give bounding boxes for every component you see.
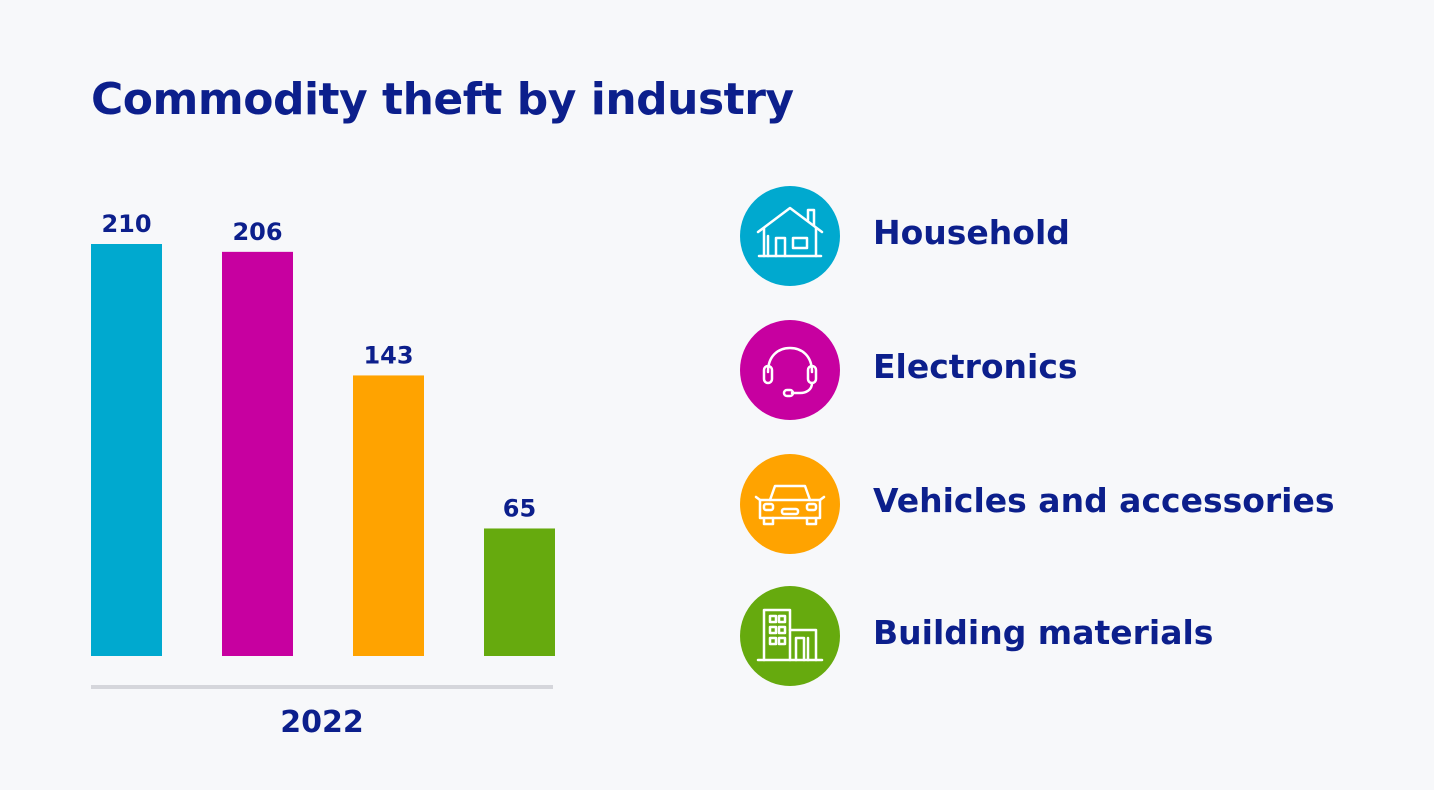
legend-label: Electronics: [873, 347, 1078, 386]
house-icon: [740, 186, 840, 286]
legend-item-vehicles: Vehicles and accessories: [740, 454, 1380, 554]
bar-value-label: 65: [503, 494, 536, 522]
legend-item-building: Building materials: [740, 586, 1380, 686]
x-axis-year-label: 2022: [280, 705, 364, 740]
chart-title: Commodity theft by industry: [91, 74, 794, 125]
bar-value-label: 143: [363, 341, 413, 369]
legend-label: Vehicles and accessories: [873, 481, 1335, 520]
bar-value-label: 206: [232, 218, 282, 246]
building-icon: [740, 586, 840, 686]
legend-label: Building materials: [873, 613, 1214, 652]
legend-label: Household: [873, 213, 1070, 252]
bar-vehicles-and-accessories: [353, 375, 424, 656]
legend-item-electronics: Electronics: [740, 320, 1380, 420]
bar-building-materials: [484, 528, 555, 656]
bar-electronics: [222, 251, 293, 656]
legend-item-household: Household: [740, 186, 1380, 286]
bar-chart: 210 206 143 65 2022: [91, 210, 555, 740]
bar-value-label: 210: [101, 210, 151, 238]
bar-household: [91, 244, 162, 656]
headset-icon: [740, 320, 840, 420]
car-icon: [740, 454, 840, 554]
